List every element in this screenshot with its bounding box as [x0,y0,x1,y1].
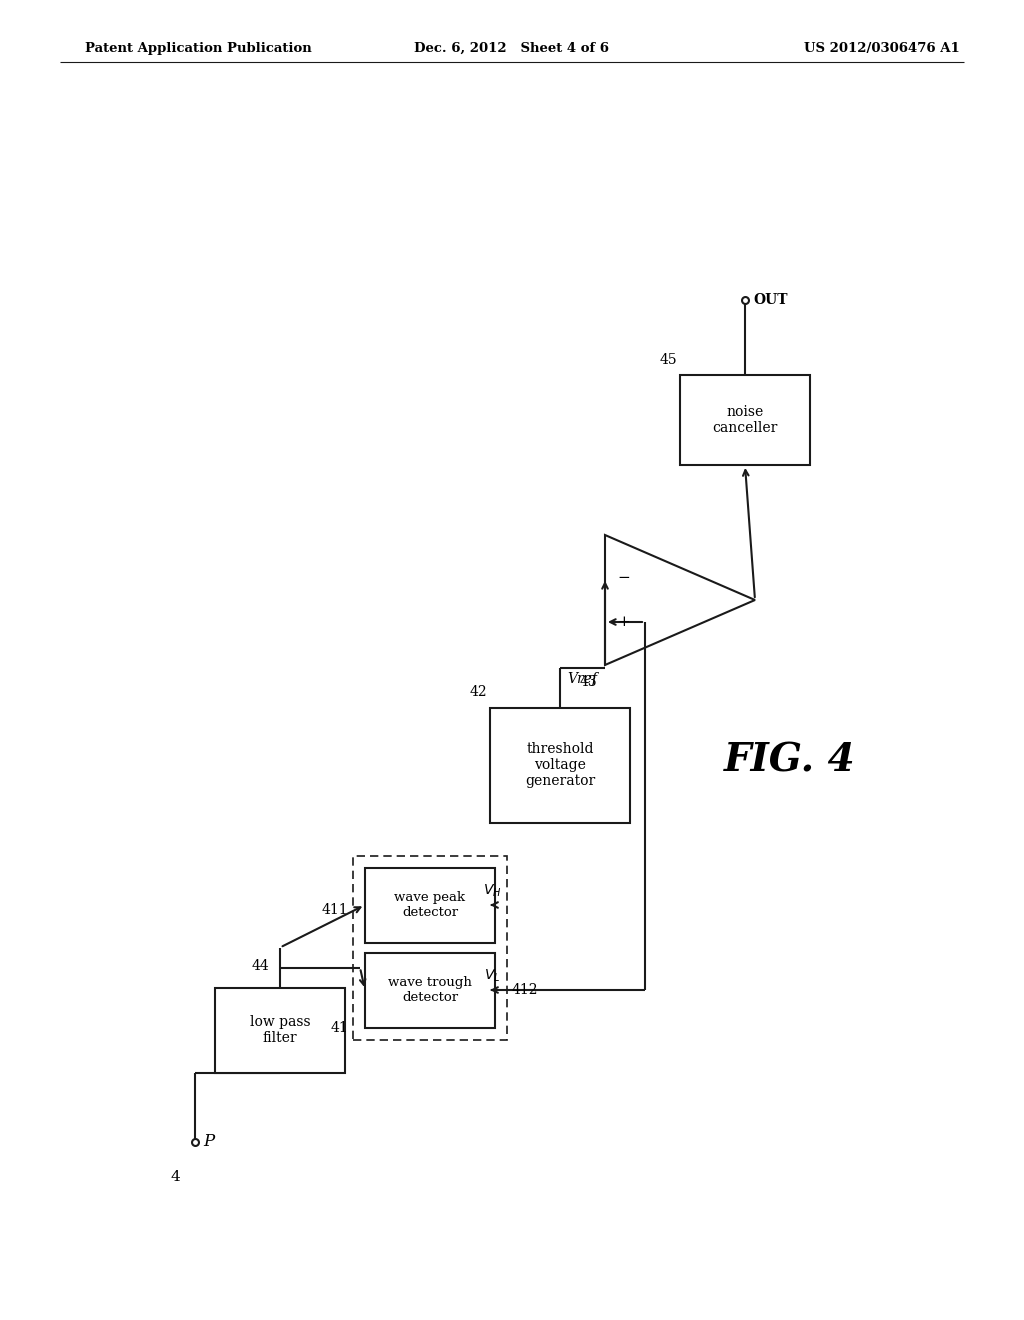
Text: 44: 44 [251,960,269,974]
Text: −: − [617,572,630,585]
Bar [353,855,507,1040]
Text: wave trough
detector: wave trough detector [388,975,472,1005]
Bar [365,867,495,942]
Bar [365,953,495,1027]
Text: noise
canceller: noise canceller [713,405,777,436]
Text: US 2012/0306476 A1: US 2012/0306476 A1 [804,42,961,55]
Text: P: P [203,1134,214,1151]
Text: 412: 412 [512,983,539,997]
Text: wave peak
detector: wave peak detector [394,891,466,919]
Text: $V_L$: $V_L$ [484,968,501,983]
Bar [680,375,810,465]
Text: low pass
filter: low pass filter [250,1015,310,1045]
Text: 41: 41 [331,1020,348,1035]
Text: 4: 4 [170,1170,180,1184]
Text: threshold
voltage
generator: threshold voltage generator [525,742,595,788]
Text: Dec. 6, 2012   Sheet 4 of 6: Dec. 6, 2012 Sheet 4 of 6 [415,42,609,55]
Text: 45: 45 [660,352,678,367]
Text: 411: 411 [322,903,348,917]
Bar [215,987,345,1072]
Bar [490,708,630,822]
Text: 43: 43 [580,675,597,689]
Text: +: + [617,615,630,630]
Text: OUT: OUT [753,293,787,308]
Text: Vref: Vref [567,672,597,685]
Text: 42: 42 [470,685,487,700]
Text: Patent Application Publication: Patent Application Publication [85,42,311,55]
Text: FIG. 4: FIG. 4 [724,741,856,779]
Text: $V_H$: $V_H$ [483,883,502,899]
